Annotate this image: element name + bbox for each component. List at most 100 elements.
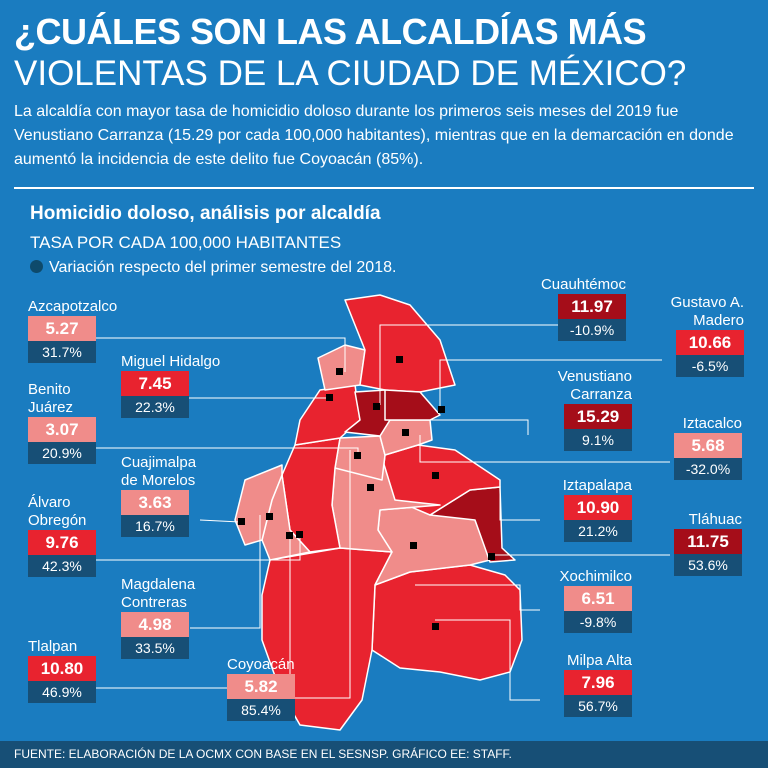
- name-alvaro-obregon-1: Álvaro: [28, 494, 71, 511]
- rate-miguel-hidalgo: 7.45: [121, 371, 189, 396]
- change-milpa-alta: 56.7%: [564, 695, 632, 717]
- rate-alvaro-obregon: 9.76: [28, 530, 96, 555]
- name-xochimilco: Xochimilco: [559, 568, 632, 585]
- change-coyoacan: 85.4%: [227, 699, 295, 721]
- item-cuauhtemoc: Cuauhtémoc 11.97 -10.9%: [512, 276, 626, 341]
- name-benito-juarez-2: Juárez: [28, 399, 74, 416]
- name-benito-juarez-1: Benito: [28, 381, 71, 398]
- legend: Variación respecto del primer semestre d…: [30, 259, 396, 277]
- change-iztacalco: -32.0%: [674, 458, 742, 480]
- region-milpa-alta: [371, 564, 523, 681]
- rate-gustavo-a-madero: 10.66: [676, 330, 744, 355]
- rate-cuajimalpa: 3.63: [121, 490, 189, 515]
- rate-tlalpan: 10.80: [28, 656, 96, 681]
- marker-alvaro-obregon: [296, 531, 303, 538]
- leader-iztacalco: [419, 435, 670, 463]
- leader-milpa-alta: [435, 619, 540, 701]
- marker-azcapotzalco: [336, 368, 343, 375]
- name-tlahuac: Tláhuac: [688, 511, 742, 528]
- item-miguel-hidalgo: Miguel Hidalgo 7.45 22.3%: [121, 353, 220, 418]
- change-venustiano-carranza: 9.1%: [564, 429, 632, 451]
- marker-cuajimalpa: [238, 518, 245, 525]
- name-alvaro-obregon-2: Obregón: [28, 512, 87, 529]
- leader-alvaro-obregon: [96, 535, 301, 561]
- change-gustavo-a-madero: -6.5%: [676, 355, 744, 377]
- change-tlahuac: 53.6%: [674, 554, 742, 576]
- name-gustavo-a-madero-2: Madero: [693, 312, 744, 329]
- chart-title: Homicidio doloso, análisis por alcaldía: [30, 203, 381, 224]
- change-magdalena-contreras: 33.5%: [121, 637, 189, 659]
- name-cuauhtemoc: Cuauhtémoc: [540, 276, 626, 293]
- name-azcapotzalco: Azcapotzalco: [28, 298, 118, 315]
- marker-magdalena-contreras: [266, 513, 273, 520]
- name-cuajimalpa-1: Cuajimalpa: [121, 454, 197, 471]
- marker-iztacalco: [438, 406, 445, 413]
- region-azcapotzalco: [317, 344, 366, 391]
- marker-coyoacan: [367, 484, 374, 491]
- marker-milpa-alta: [432, 623, 439, 630]
- rate-magdalena-contreras: 4.98: [121, 612, 189, 637]
- item-azcapotzalco: Azcapotzalco 5.27 31.7%: [28, 298, 117, 363]
- region-gustavo-a-madero: [344, 294, 456, 393]
- rate-iztapalapa: 10.90: [564, 495, 632, 520]
- rate-tlahuac: 11.75: [674, 529, 742, 554]
- rate-coyoacan: 5.82: [227, 674, 295, 699]
- leader-gustavo-a-madero: [439, 359, 662, 410]
- name-tlalpan: Tlalpan: [28, 638, 78, 655]
- item-magdalena-contreras: Magdalena Contreras 4.98 33.5%: [121, 576, 195, 659]
- name-milpa-alta: Milpa Alta: [566, 652, 632, 669]
- legend-dot-icon: [30, 260, 43, 273]
- item-xochimilco: Xochimilco 6.51 -9.8%: [536, 568, 632, 633]
- item-iztapalapa: Iztapalapa 10.90 21.2%: [536, 477, 632, 542]
- chart-subtitle: TASA POR CADA 100,000 HABITANTES: [30, 233, 342, 252]
- item-coyoacan: Coyoacán 5.82 85.4%: [227, 656, 295, 721]
- item-benito-juarez: Benito Juárez 3.07 20.9%: [28, 381, 96, 464]
- name-venustiano-carranza-1: Venustiano: [557, 368, 632, 385]
- name-gustavo-a-madero-1: Gustavo A.: [670, 294, 744, 311]
- item-alvaro-obregon: Álvaro Obregón 9.76 42.3%: [28, 494, 96, 577]
- leader-coyoacan: [295, 450, 351, 699]
- change-benito-juarez: 20.9%: [28, 442, 96, 464]
- title-line-1: ¿CUÁLES SON LAS ALCALDÍAS MÁS: [14, 11, 647, 52]
- change-cuajimalpa: 16.7%: [121, 515, 189, 537]
- leader-azcapotzalco: [96, 337, 346, 372]
- marker-benito-juarez: [354, 452, 361, 459]
- name-miguel-hidalgo: Miguel Hidalgo: [121, 353, 221, 370]
- marker-miguel-hidalgo: [326, 394, 333, 401]
- change-iztapalapa: 21.2%: [564, 520, 632, 542]
- name-magdalena-contreras-1: Magdalena: [121, 576, 196, 593]
- leader-cuajimalpa: [199, 519, 241, 523]
- name-iztapalapa: Iztapalapa: [562, 477, 632, 494]
- source-footer: FUENTE: ELABORACIÓN DE LA OCMX CON BASE …: [0, 741, 768, 768]
- change-tlalpan: 46.9%: [28, 681, 96, 703]
- leader-xochimilco: [415, 584, 540, 611]
- item-gustavo-a-madero: Gustavo A. Madero 10.66 -6.5%: [640, 294, 744, 377]
- item-tlalpan: Tlalpan 10.80 46.9%: [28, 638, 96, 703]
- marker-xochimilco: [410, 542, 417, 549]
- leader-cuauhtemoc: [379, 324, 592, 405]
- change-miguel-hidalgo: 22.3%: [121, 396, 189, 418]
- rate-benito-juarez: 3.07: [28, 417, 96, 442]
- leader-iztapalapa: [499, 480, 540, 521]
- rate-iztacalco: 5.68: [674, 433, 742, 458]
- name-venustiano-carranza-2: Carranza: [570, 386, 632, 403]
- change-xochimilco: -9.8%: [564, 611, 632, 633]
- rate-cuauhtemoc: 11.97: [558, 294, 626, 319]
- item-venustiano-carranza: Venustiano Carranza 15.29 9.1%: [532, 368, 632, 451]
- leader-magdalena-contreras: [190, 515, 261, 629]
- marker-iztapalapa: [432, 472, 439, 479]
- marker-gustavo-a-madero: [396, 356, 403, 363]
- rate-azcapotzalco: 5.27: [28, 316, 96, 341]
- name-coyoacan: Coyoacán: [227, 656, 295, 673]
- item-milpa-alta: Milpa Alta 7.96 56.7%: [536, 652, 632, 717]
- change-azcapotzalco: 31.7%: [28, 341, 96, 363]
- rate-venustiano-carranza: 15.29: [564, 404, 632, 429]
- item-cuajimalpa: Cuajimalpa de Morelos 3.63 16.7%: [121, 454, 196, 537]
- change-alvaro-obregon: 42.3%: [28, 555, 96, 577]
- rate-milpa-alta: 7.96: [564, 670, 632, 695]
- region-venustiano-carranza: [384, 389, 441, 421]
- name-magdalena-contreras-2: Contreras: [121, 594, 187, 611]
- title-line-2: VIOLENTAS DE LA CIUDAD DE MÉXICO?: [14, 54, 687, 93]
- name-cuajimalpa-2: de Morelos: [121, 472, 196, 489]
